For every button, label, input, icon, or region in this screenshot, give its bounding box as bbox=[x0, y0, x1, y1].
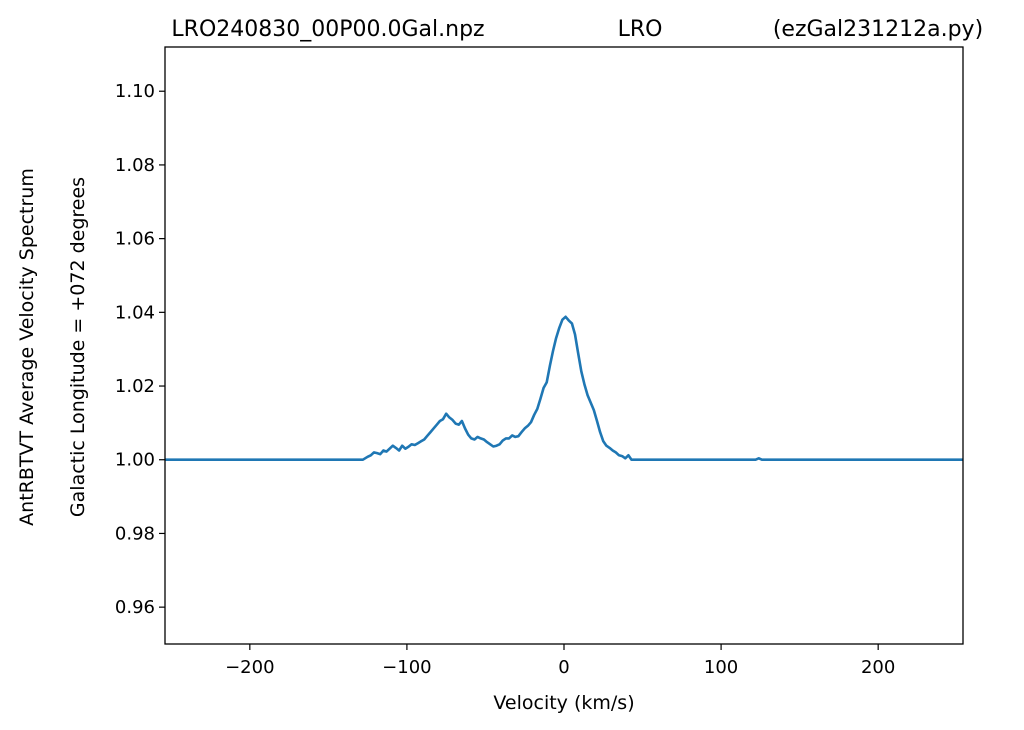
y-tick-label: 1.00 bbox=[115, 450, 155, 471]
x-tick-label: −200 bbox=[225, 657, 274, 678]
plot-series bbox=[165, 315, 963, 462]
y-tick-label: 0.98 bbox=[115, 523, 155, 544]
x-axis-ticks: −200 −100 0 100 200 bbox=[225, 644, 895, 678]
chart-title-site: LRO bbox=[618, 17, 663, 42]
x-tick-label: 0 bbox=[558, 657, 569, 678]
x-tick-label: −100 bbox=[382, 657, 431, 678]
x-tick-label: 100 bbox=[704, 657, 738, 678]
y-tick-label: 1.08 bbox=[115, 155, 155, 176]
y-axis-ticks: 0.96 0.98 1.00 1.02 1.04 1.06 1.08 1.10 bbox=[115, 81, 165, 618]
chart-title-script: (ezGal231212a.py) bbox=[773, 17, 983, 42]
y-tick-label: 1.04 bbox=[115, 302, 155, 323]
y-axis-label-line2: Galactic Longitude = +072 degrees bbox=[67, 177, 89, 517]
x-axis-label: Velocity (km/s) bbox=[493, 692, 634, 714]
spectrum-line bbox=[165, 315, 963, 462]
chart-title-file: LRO240830_00P00.0Gal.npz bbox=[171, 17, 484, 42]
y-tick-label: 1.06 bbox=[115, 229, 155, 250]
plot-frame bbox=[164, 46, 964, 645]
y-axis-label-line1: AntRBTVT Average Velocity Spectrum bbox=[16, 168, 38, 526]
y-tick-label: 0.96 bbox=[115, 597, 155, 618]
x-tick-label: 200 bbox=[861, 657, 895, 678]
y-tick-label: 1.02 bbox=[115, 376, 155, 397]
y-tick-label: 1.10 bbox=[115, 81, 155, 102]
